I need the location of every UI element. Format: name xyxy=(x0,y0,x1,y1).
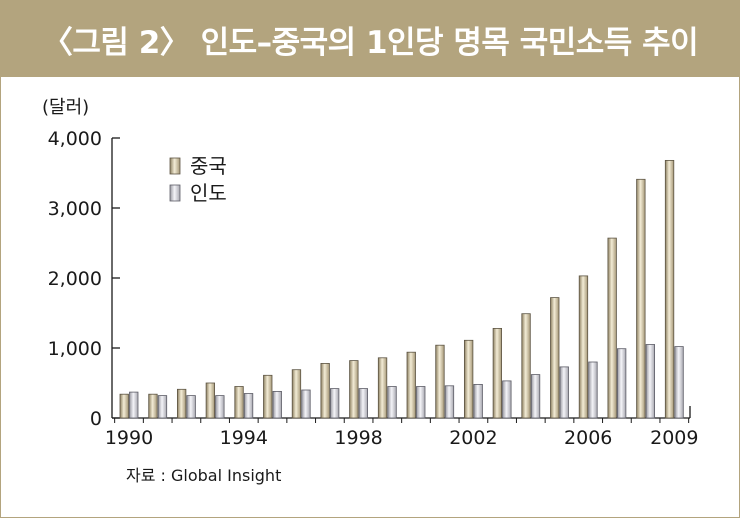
bar-china-2008 xyxy=(636,178,646,419)
x-tick-label: 1990 xyxy=(105,427,153,449)
bar-china-1992 xyxy=(176,388,187,419)
bar-china-1999 xyxy=(377,357,388,419)
bar-china-1993 xyxy=(205,382,216,419)
bar-india-2008 xyxy=(645,344,655,419)
legend-swatch-india xyxy=(169,184,181,202)
bar-china-1995 xyxy=(263,374,273,419)
legend-swatch-china xyxy=(169,157,181,175)
x-tick-label: 2002 xyxy=(449,427,497,449)
bar-india-2001 xyxy=(444,385,455,419)
bar-india-1997 xyxy=(329,388,340,419)
bar-india-2006 xyxy=(588,361,598,419)
legend-label-china: 중국 xyxy=(190,154,227,178)
bar-china-2003 xyxy=(492,327,503,419)
bar-china-2006 xyxy=(578,275,589,419)
bar-china-2001 xyxy=(435,344,445,419)
bar-china-2000 xyxy=(406,351,416,419)
bar-india-2003 xyxy=(502,380,512,419)
bar-india-1996 xyxy=(301,389,311,419)
y-axis-label: (달러) xyxy=(42,97,89,118)
y-tick-label: 3,000 xyxy=(48,198,102,220)
bar-india-1995 xyxy=(272,390,282,419)
bar-china-1998 xyxy=(349,360,359,419)
bar-china-2007 xyxy=(607,237,617,419)
y-tick-label: 0 xyxy=(90,408,102,430)
bar-india-2000 xyxy=(416,386,426,419)
bar-china-1997 xyxy=(320,362,330,419)
bar-china-2004 xyxy=(521,313,531,419)
y-tick-label: 4,000 xyxy=(48,128,102,150)
bar-china-2002 xyxy=(463,339,474,419)
bar-india-2005 xyxy=(559,366,569,419)
bar-india-1994 xyxy=(243,393,254,419)
bar-india-1990 xyxy=(129,391,139,419)
bar-india-2002 xyxy=(473,383,483,419)
x-tick-label: 2009 xyxy=(650,427,698,449)
x-tick-label: 1994 xyxy=(220,427,268,449)
x-tick-label: 1998 xyxy=(334,427,382,449)
bar-india-1998 xyxy=(358,388,369,419)
bar-china-1991 xyxy=(148,393,158,419)
bar-china-1990 xyxy=(119,393,129,419)
chart-title: 〈그림 2〉 인도–중국의 1인당 명목 국민소득 추이 xyxy=(1,1,739,77)
y-tick-label: 2,000 xyxy=(48,268,102,290)
bar-china-2009 xyxy=(664,159,675,419)
bar-india-1992 xyxy=(186,395,196,419)
bar-india-1999 xyxy=(387,386,397,419)
bar-india-2009 xyxy=(674,346,684,419)
y-tick-label: 1,000 xyxy=(48,338,102,360)
bar-india-1991 xyxy=(157,395,168,419)
bar-china-1994 xyxy=(234,386,244,419)
bar-china-1996 xyxy=(291,369,302,419)
bar-india-2004 xyxy=(530,374,541,419)
bar-china-2005 xyxy=(550,297,560,419)
x-tick-label: 2006 xyxy=(564,427,612,449)
bar-india-1993 xyxy=(215,395,225,419)
source-note: 자료 : Global Insight xyxy=(126,466,282,485)
legend-label-india: 인도 xyxy=(190,181,227,205)
bar-india-2007 xyxy=(617,348,627,419)
